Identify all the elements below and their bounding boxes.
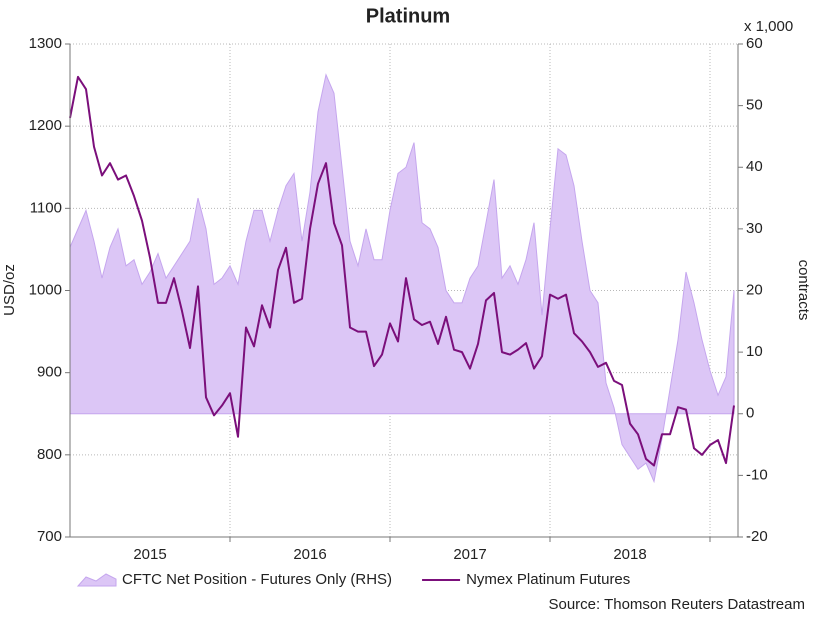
y2-tick-label: 30	[746, 220, 763, 237]
x-tick-label: 2015	[133, 546, 166, 563]
y2-tick-label: -10	[746, 466, 768, 483]
y2-tick-label: 20	[746, 281, 763, 298]
chart-title: Platinum	[366, 5, 450, 27]
y-tick-label: 800	[37, 446, 62, 463]
x-tick-label: 2016	[293, 546, 326, 563]
area	[69, 73, 735, 484]
y2-unit-label: x 1,000	[744, 18, 793, 35]
y-tick-label: 700	[37, 528, 62, 545]
y2-axis-label: contracts	[795, 260, 812, 321]
legend-label: CFTC Net Position - Futures Only (RHS)	[122, 571, 392, 588]
y-tick-label: 900	[37, 364, 62, 381]
y-axis-label: USD/oz	[1, 264, 18, 316]
y2-tick-label: 40	[746, 158, 763, 175]
source-note: Source: Thomson Reuters Datastream	[548, 596, 805, 613]
y-tick-label: 1000	[29, 281, 62, 298]
line	[69, 75, 735, 467]
y-tick-label: 1100	[30, 199, 62, 216]
y2-tick-label: 60	[746, 35, 763, 52]
y2-tick-label: 50	[746, 97, 763, 114]
legend-label: Nymex Platinum Futures	[466, 571, 630, 588]
y-tick-label: 1200	[29, 117, 62, 134]
x-tick-label: 2018	[613, 546, 646, 563]
y2-tick-label: 10	[746, 343, 763, 360]
y2-tick-label: 0	[746, 405, 754, 422]
y-tick-label: 1300	[29, 35, 62, 52]
x-tick-label: 2017	[453, 546, 486, 563]
y2-tick-label: -20	[746, 528, 768, 545]
legend-swatch	[76, 573, 117, 587]
